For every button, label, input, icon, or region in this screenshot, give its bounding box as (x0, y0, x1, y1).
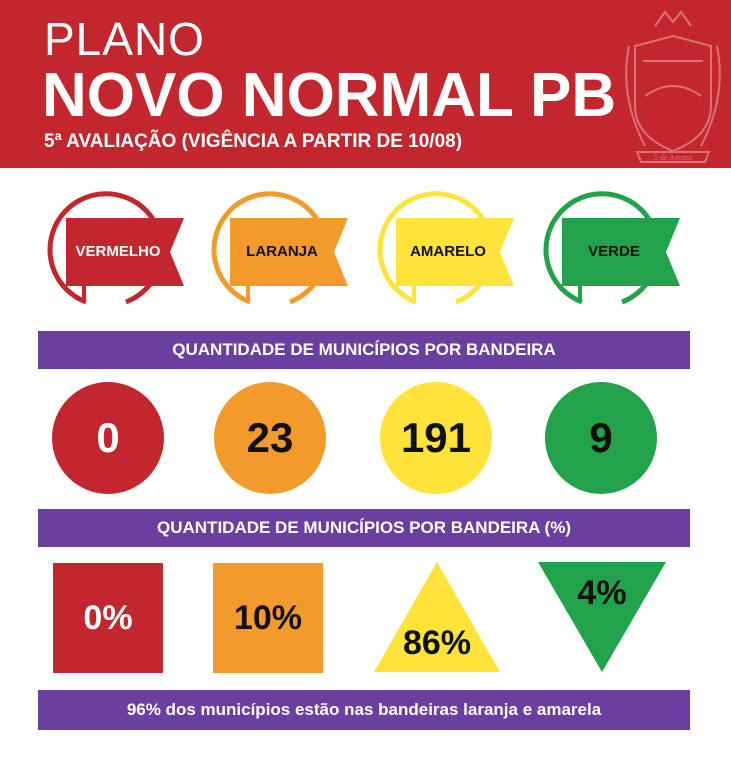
flag-label-verde: VERDE (588, 243, 640, 260)
section-title-counts: QUANTIDADE DE MUNICÍPIOS POR BANDEIRA (38, 331, 690, 369)
flag-label-laranja: LARANJA (246, 243, 318, 260)
flag-orange-icon (211, 191, 348, 305)
page-subtitle: 5ª AVALIAÇÃO (VIGÊNCIA A PARTIR DE 10/08… (44, 131, 463, 152)
count-laranja: 23 (214, 382, 326, 494)
triangle-down-icon (538, 562, 666, 672)
flag-label-vermelho: VERMELHO (75, 243, 161, 260)
flag-amarelo: AMARELO (374, 190, 514, 310)
flag-vermelho: VERMELHO (44, 190, 184, 310)
svg-text:5 de Agosto: 5 de Agosto (654, 153, 692, 162)
percent-verde: 4% (577, 574, 627, 612)
flag-red-icon (47, 191, 184, 305)
percent-amarelo: 86% (402, 624, 472, 662)
header-plano: PLANO (44, 13, 205, 65)
flag-verde: VERDE (540, 190, 680, 310)
state-seal-icon: 5 de Agosto (625, 10, 721, 163)
percent-vermelho: 0% (53, 563, 163, 673)
count-vermelho: 0 (52, 382, 164, 494)
percent-laranja: 10% (213, 563, 323, 673)
flag-legend: VERMELHO LARANJA AMARELO VERDE (0, 190, 731, 310)
flag-label-amarelo: AMARELO (410, 243, 486, 260)
count-amarelo: 191 (380, 382, 492, 494)
flag-green-icon (543, 191, 680, 305)
flag-laranja: LARANJA (208, 190, 348, 310)
triangle-up-icon (374, 562, 500, 672)
header-banner: PLANO NOVO NORMAL PB 5ª AVALIAÇÃO (VIGÊN… (0, 0, 731, 168)
flag-yellow-icon (377, 191, 514, 305)
section-title-percent: QUANTIDADE DE MUNICÍPIOS POR BANDEIRA (%… (38, 509, 690, 547)
page-title: NOVO NORMAL PB (42, 61, 617, 130)
footer-summary: 96% dos municípios estão nas bandeiras l… (38, 690, 690, 730)
count-verde: 9 (545, 382, 657, 494)
